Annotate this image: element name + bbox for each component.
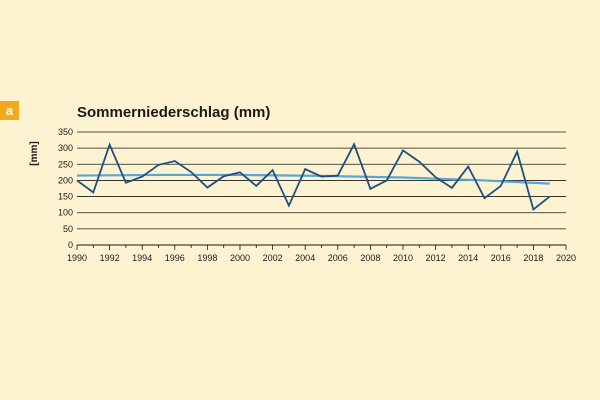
x-tick-label: 1990: [67, 253, 87, 263]
tick-labels: 0 50 100 150 200 250 300 350 1990 1992 1994 1996 199…: [58, 127, 576, 263]
y-tick-label: 300: [58, 143, 73, 153]
x-tick-label: 1998: [197, 253, 217, 263]
y-tick-label: 200: [58, 175, 73, 185]
y-tick-label: 50: [63, 224, 73, 234]
axes: [76, 244, 567, 250]
trend-line: [76, 173, 550, 185]
x-tick-label: 2018: [523, 253, 543, 263]
panel-label-badge: a: [0, 101, 19, 120]
y-tick-label: 0: [68, 240, 73, 250]
x-tick-label: 2010: [393, 253, 413, 263]
x-tick-label: 2008: [360, 253, 380, 263]
x-tick-label: 2014: [458, 253, 478, 263]
x-tick-label: 1994: [132, 253, 152, 263]
x-tick-label: 2002: [263, 253, 283, 263]
x-tick-label: 1996: [165, 253, 185, 263]
x-tick-label: 2020: [556, 253, 576, 263]
precipitation-line: [76, 142, 551, 212]
y-tick-label: 350: [58, 127, 73, 137]
gridlines: [77, 131, 566, 230]
chart-title: Sommerniederschlag (mm): [77, 104, 271, 121]
trend-series: [76, 173, 550, 185]
x-tick-label: 2006: [328, 253, 348, 263]
y-tick-label: 100: [58, 208, 73, 218]
y-tick-label: 250: [58, 159, 73, 169]
x-tick-label: 2004: [295, 253, 315, 263]
precipitation-series: [76, 142, 551, 212]
x-tick-label: 1992: [100, 253, 120, 263]
y-axis-label: [mm]: [29, 141, 40, 165]
x-tick-label: 2000: [230, 253, 250, 263]
x-tick-label: 2012: [426, 253, 446, 263]
x-tick-label: 2016: [491, 253, 511, 263]
y-tick-label: 150: [58, 192, 73, 202]
